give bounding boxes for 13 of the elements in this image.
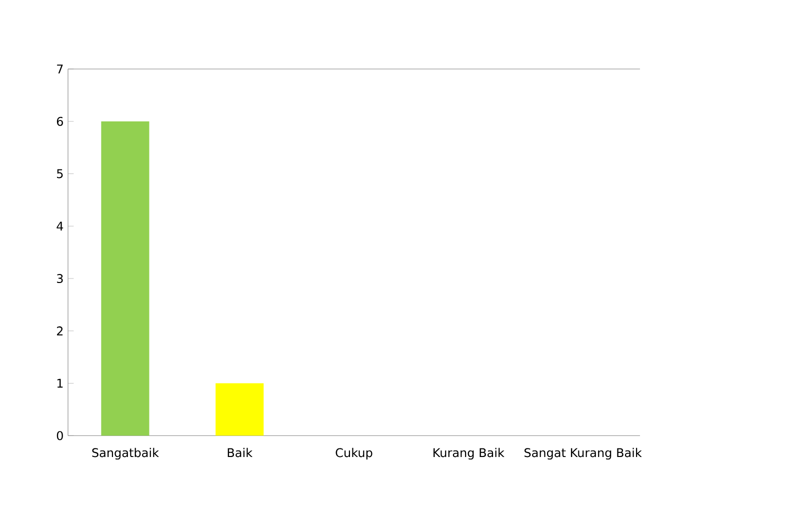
y-tick-label: 3 — [57, 274, 63, 284]
x-tick-label: Cukup — [336, 448, 372, 460]
x-tick-label: Sangatbaik — [92, 448, 159, 460]
y-tick-label: 4 — [56, 222, 64, 231]
y-tick-label: 0 — [56, 431, 63, 440]
y-tick-label: 1 — [57, 378, 63, 388]
x-tick-label: Kurang Baik — [434, 448, 504, 460]
y-tick-label: 5 — [57, 169, 63, 178]
x-tick-label: Sangat Kurang Baik — [524, 448, 642, 460]
y-tick-label: 7 — [57, 64, 63, 74]
y-tick-label: 2 — [56, 326, 63, 336]
y-tick-label: 6 — [56, 116, 63, 126]
x-tick-label: Baik — [228, 448, 253, 458]
